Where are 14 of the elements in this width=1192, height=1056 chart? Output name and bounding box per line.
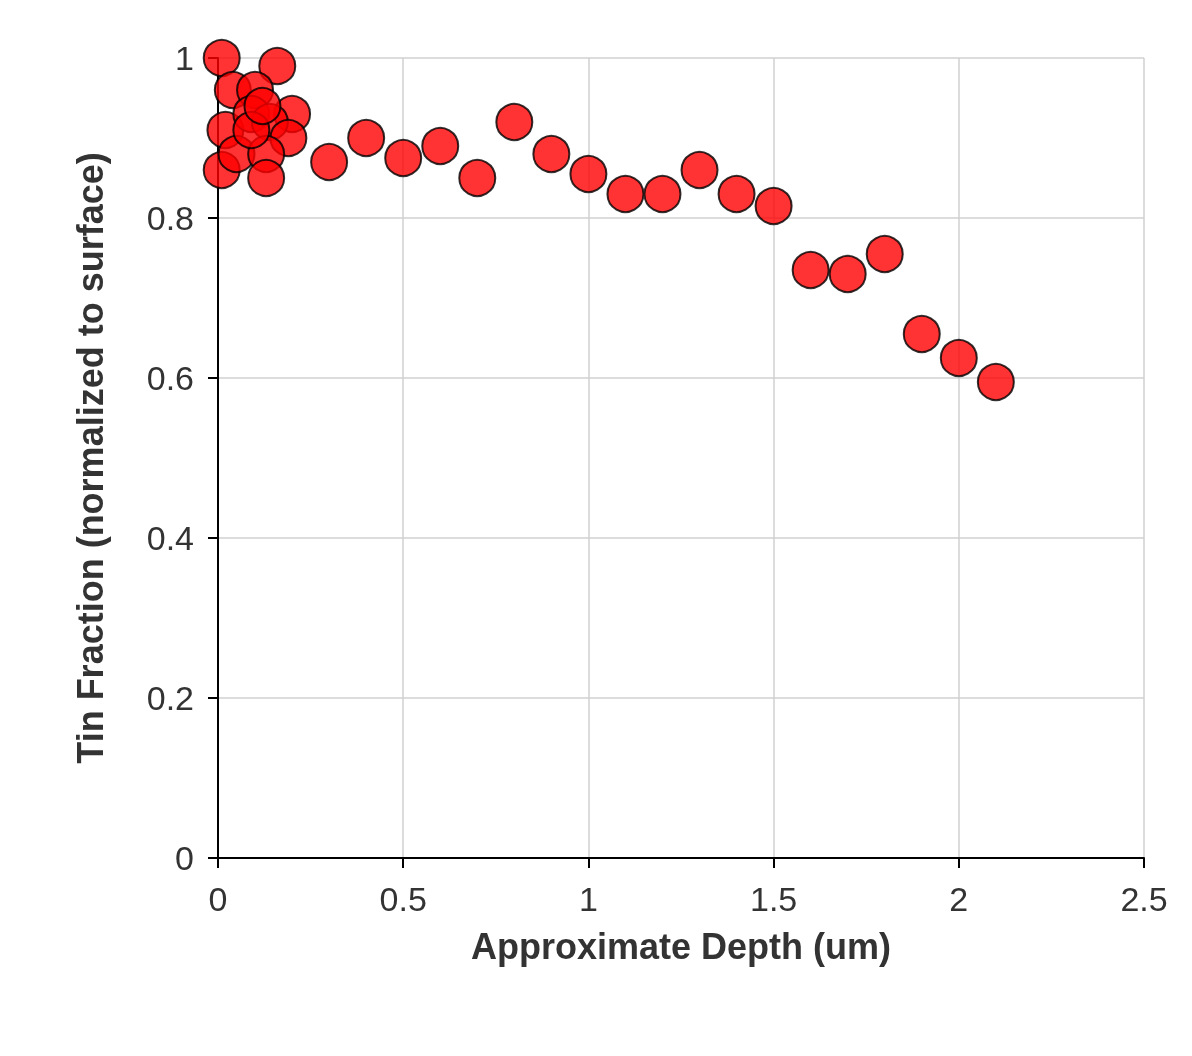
- x-axis-title: Approximate Depth (um): [470, 925, 892, 967]
- y-tick-label: 0.6: [146, 359, 194, 397]
- x-tick-label: 1: [578, 880, 598, 918]
- x-tick-label: 0.5: [379, 880, 427, 918]
- x-tick-label: 2.5: [1120, 880, 1168, 918]
- y-axis-title: Tin Fraction (normalized to surface): [69, 152, 111, 764]
- y-tick-label: 0.2: [146, 679, 194, 717]
- x-tick-label: 2: [949, 880, 969, 918]
- y-tick-label: 1: [175, 39, 194, 77]
- y-tick-label: 0: [175, 839, 194, 877]
- x-tick-label: 1.5: [749, 880, 798, 918]
- x-tick-label: 0: [208, 880, 228, 918]
- y-tick-label: 0.4: [146, 519, 194, 557]
- y-tick-label: 0.8: [146, 199, 194, 237]
